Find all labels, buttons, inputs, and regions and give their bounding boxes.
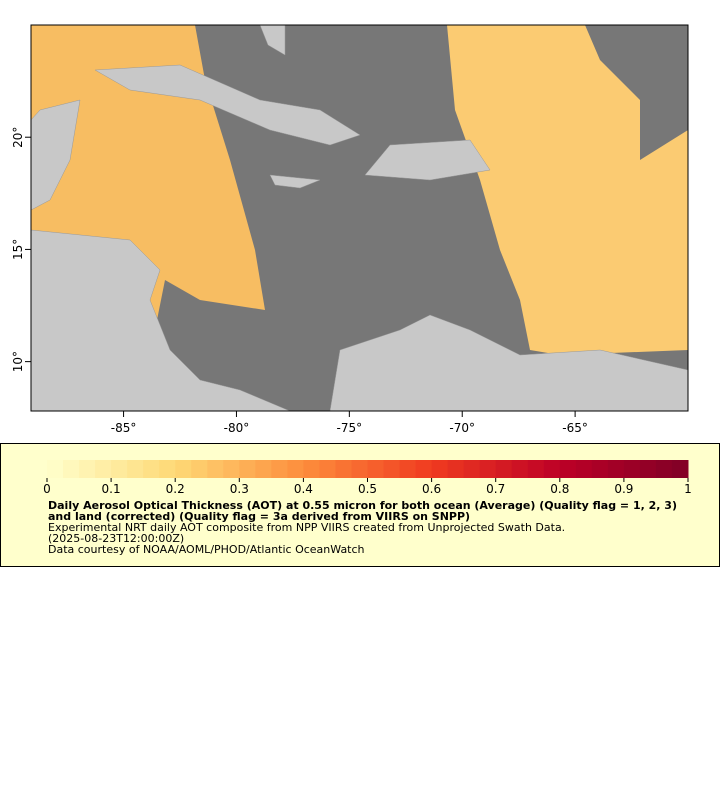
colorbar-step bbox=[95, 460, 112, 478]
colorbar-step bbox=[527, 460, 545, 478]
colorbar-step bbox=[511, 460, 529, 478]
colorbar-tick-label: 0.4 bbox=[294, 482, 313, 496]
colorbar-step bbox=[479, 460, 497, 478]
colorbar-tick-label: 0.9 bbox=[614, 482, 633, 496]
y-tick-label: 10° bbox=[11, 351, 25, 372]
x-tick-label: -85° bbox=[111, 421, 137, 435]
caption-title: Daily Aerosol Optical Thickness (AOT) at… bbox=[48, 499, 677, 523]
x-tick-label: -75° bbox=[337, 421, 363, 435]
colorbar-step bbox=[79, 460, 96, 478]
colorbar-step bbox=[431, 460, 449, 478]
colorbar-tick-label: 1 bbox=[684, 482, 692, 496]
colorbar-step bbox=[335, 460, 352, 478]
y-tick-label: 15° bbox=[11, 239, 25, 260]
map-frame bbox=[30, 24, 689, 412]
x-tick-label: -65° bbox=[562, 421, 588, 435]
colorbar-step bbox=[159, 460, 176, 478]
colorbar-step bbox=[495, 460, 513, 478]
x-tick-label: -80° bbox=[224, 421, 250, 435]
colorbar-step bbox=[367, 460, 385, 478]
colorbar-step bbox=[399, 460, 417, 478]
colorbar-step bbox=[223, 460, 240, 478]
colorbar-step bbox=[127, 460, 144, 478]
caption-line: (2025-08-23T12:00:00Z) bbox=[48, 532, 185, 545]
colorbar-step bbox=[623, 460, 641, 478]
colorbar-step bbox=[47, 460, 64, 478]
colorbar-step bbox=[63, 460, 80, 478]
colorbar-step bbox=[175, 460, 192, 478]
colorbar-tick-label: 0.6 bbox=[422, 482, 441, 496]
colorbar-tick-label: 0.2 bbox=[166, 482, 185, 496]
caption: Daily Aerosol Optical Thickness (AOT) at… bbox=[48, 500, 678, 555]
colorbar-step bbox=[351, 460, 368, 478]
colorbar-step bbox=[559, 460, 577, 478]
colorbar-step bbox=[143, 460, 160, 478]
colorbar-tick-label: 0.5 bbox=[358, 482, 377, 496]
caption-line: Experimental NRT daily AOT composite fro… bbox=[48, 521, 566, 534]
colorbar-tick-label: 0.8 bbox=[550, 482, 569, 496]
colorbar-step bbox=[671, 460, 689, 478]
colorbar-tick-label: 0.7 bbox=[486, 482, 505, 496]
colorbar-tick-label: 0.1 bbox=[102, 482, 121, 496]
colorbar-step bbox=[207, 460, 224, 478]
colorbar-step bbox=[303, 460, 320, 478]
colorbar-step bbox=[463, 460, 481, 478]
colorbar-step bbox=[271, 460, 288, 478]
colorbar: 0 0.1 0.2 0.3 0.4 0.5 0.6 0.7 0.8 0.9 1 bbox=[43, 460, 692, 496]
colorbar-step bbox=[383, 460, 401, 478]
aot-swath-east bbox=[447, 25, 688, 355]
colorbar-step bbox=[543, 460, 561, 478]
colorbar-step bbox=[111, 460, 128, 478]
colorbar-step bbox=[239, 460, 256, 478]
colorbar-tick-label: 0 bbox=[43, 482, 51, 496]
colorbar-step bbox=[319, 460, 336, 478]
colorbar-step bbox=[655, 460, 673, 478]
colorbar-step bbox=[447, 460, 465, 478]
colorbar-step bbox=[255, 460, 272, 478]
colorbar-step bbox=[591, 460, 609, 478]
colorbar-step bbox=[607, 460, 625, 478]
y-tick-label: 20° bbox=[11, 127, 25, 148]
colorbar-step bbox=[287, 460, 304, 478]
colorbar-step bbox=[575, 460, 593, 478]
land bbox=[30, 24, 689, 412]
colorbar-tick-label: 0.3 bbox=[230, 482, 249, 496]
colorbar-step bbox=[191, 460, 208, 478]
x-tick-label: -70° bbox=[449, 421, 475, 435]
colorbar-step bbox=[415, 460, 433, 478]
caption-line: Data courtesy of NOAA/AOML/PHOD/Atlantic… bbox=[48, 543, 365, 556]
colorbar-step bbox=[639, 460, 657, 478]
